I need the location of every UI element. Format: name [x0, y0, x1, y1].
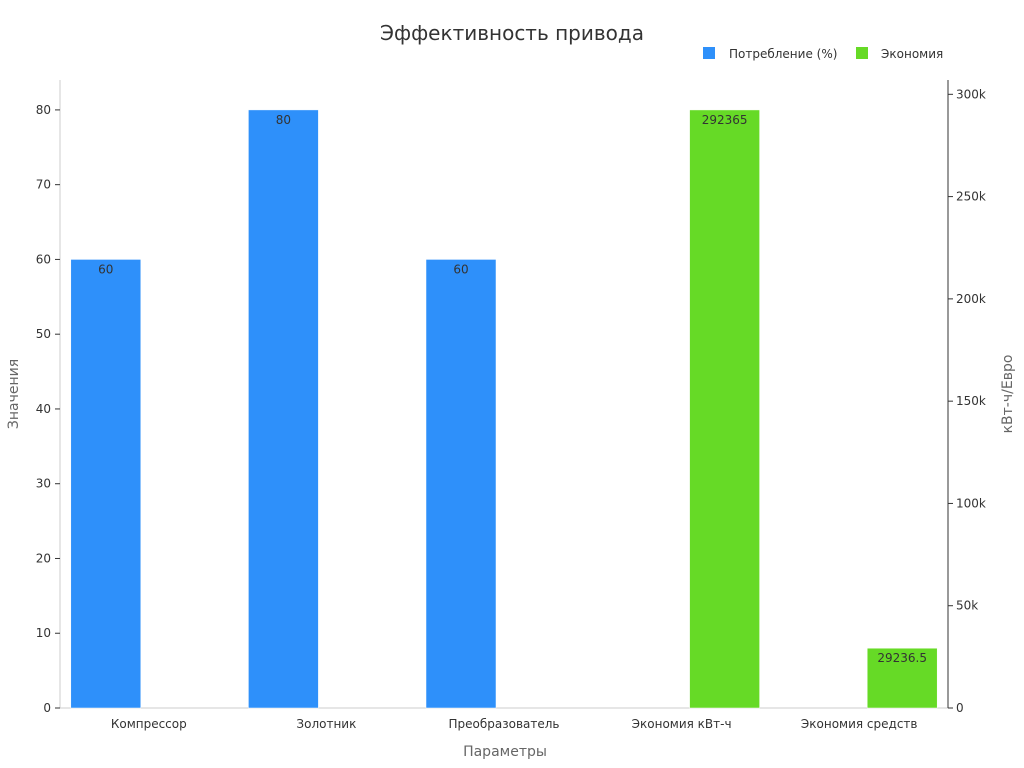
y2-tick-label: 100k [956, 496, 986, 510]
y-tick-label: 0 [43, 701, 51, 715]
y-tick-label: 10 [36, 626, 51, 640]
y2-tick-label: 250k [956, 190, 986, 204]
data-label: 292365 [702, 113, 748, 127]
y-tick-label: 80 [36, 103, 51, 117]
legend-swatch-savings [856, 47, 868, 59]
y-tick-label: 20 [36, 551, 51, 565]
data-label: 60 [453, 262, 468, 276]
bar [248, 109, 319, 709]
y2-axis-label: кВт-ч/Евро [1000, 355, 1016, 434]
legend-label-savings: Экономия [881, 47, 943, 61]
legend-label-consumption: Потребление (%) [729, 47, 837, 61]
x-axis-label: Параметры [463, 744, 547, 760]
legend-swatch-consumption [703, 47, 715, 59]
x-tick-label: Экономия средств [801, 717, 918, 731]
x-tick-label: Преобразователь [449, 717, 560, 731]
y-axis-label: Значения [6, 359, 22, 429]
y2-tick-label: 300k [956, 87, 986, 101]
data-label: 60 [98, 262, 113, 276]
y-tick-label: 50 [36, 327, 51, 341]
y-tick-label: 60 [36, 252, 51, 266]
bar [689, 109, 760, 709]
y2-tick-label: 200k [956, 292, 986, 306]
bar [425, 259, 497, 709]
plot-area: 0 10 20 30 40 50 60 70 80 0 50k 100k 150k 200k 250k 300… [36, 80, 986, 731]
x-tick-label: Золотник [296, 717, 356, 731]
data-label: 80 [276, 113, 291, 127]
y-tick-label: 70 [36, 178, 51, 192]
y-tick-label: 40 [36, 402, 51, 416]
y2-tick-label: 150k [956, 394, 986, 408]
bar [70, 259, 142, 709]
legend: Потребление (%) Экономия [703, 47, 943, 61]
y2-tick-label: 50k [956, 599, 978, 613]
chart-title: Эффективность привода [380, 21, 644, 45]
bar [866, 647, 938, 709]
x-tick-label: Экономия кВт-ч [632, 717, 732, 731]
data-label: 29236.5 [877, 651, 927, 665]
y2-tick-label: 0 [956, 701, 964, 715]
x-tick-label: Компрессор [111, 717, 187, 731]
y-tick-label: 30 [36, 477, 51, 491]
